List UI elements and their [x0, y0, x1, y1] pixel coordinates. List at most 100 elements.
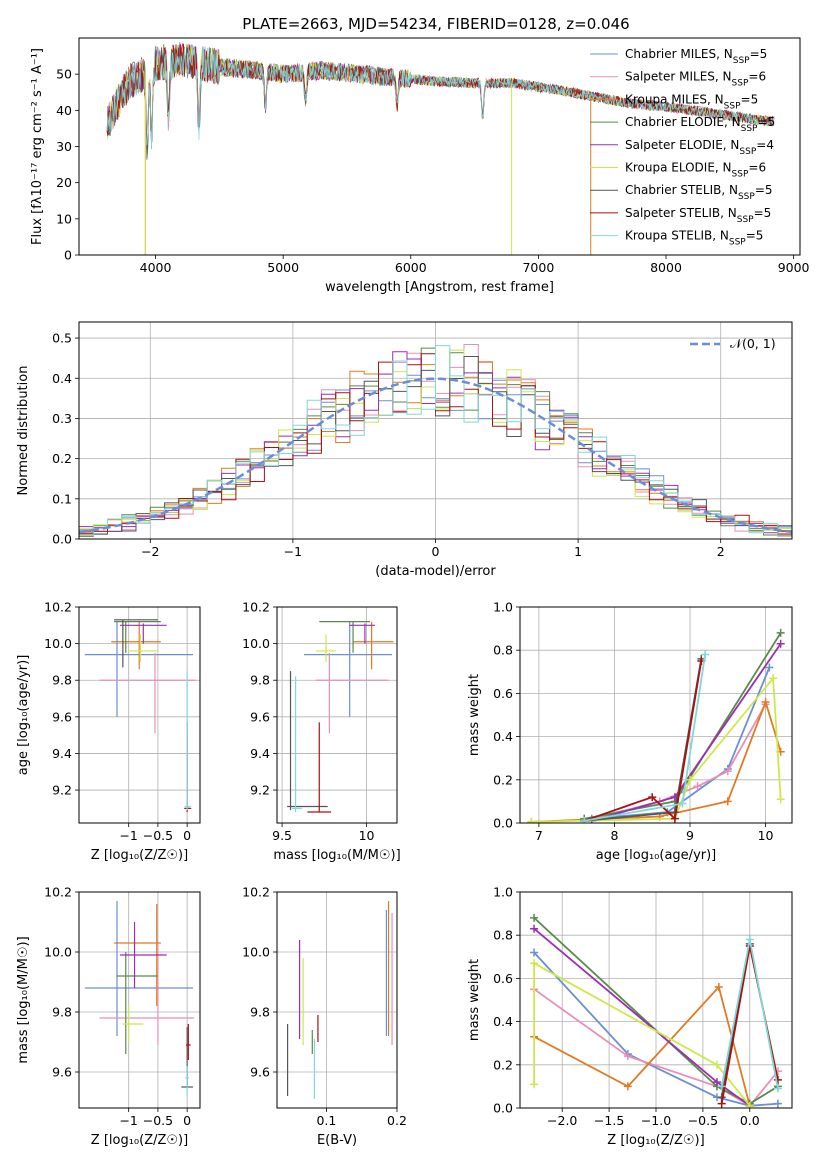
x-axis-label: E(B-V) — [317, 1133, 357, 1148]
x-tick-label: −0.5 — [688, 1113, 718, 1128]
series-line-chabrier_miles — [591, 667, 771, 820]
y-axis-label: mass weight — [467, 959, 482, 1041]
y-tick-label: 0.2 — [52, 451, 72, 466]
series-marker-kroupa_stelib — [745, 935, 754, 944]
y-tick-label: 9.2 — [250, 783, 270, 798]
series-marker-salpeter_miles — [723, 767, 732, 776]
series-marker-salpeter_miles — [693, 782, 702, 791]
y-tick-label: 20 — [56, 175, 72, 190]
y-tick-label: 0.4 — [52, 371, 72, 386]
plot-area-mass-vs-z — [84, 901, 195, 1096]
normal-curve — [79, 377, 792, 534]
x-tick-label: 4000 — [140, 260, 172, 275]
y-tick-label: 10 — [56, 211, 72, 226]
legend-label: Kroupa MILES, NSSP=5 — [625, 92, 758, 111]
series-marker-kroupa_elodie — [527, 817, 536, 823]
legend-label: Salpeter ELODIE, NSSP=4 — [625, 138, 774, 157]
y-tick-label: 0.4 — [493, 729, 513, 744]
x-axis-label: age [log₁₀(age/yr)] — [596, 848, 717, 863]
y-tick-label: 0.0 — [52, 532, 72, 547]
y-tick-label: 9.8 — [250, 1005, 270, 1020]
plot-layer: Chabrier MILES, NSSP=5 Salpeter MILES, NS… — [16, 37, 810, 1148]
series-marker-chabrier_miles — [765, 663, 774, 672]
y-tick-label: 1.0 — [493, 885, 513, 900]
series-marker-kroupa_miles — [714, 983, 723, 992]
legend-label: 𝒩(0, 1) — [730, 336, 776, 351]
y-tick-label: 9.2 — [52, 783, 72, 798]
legend-spectrum: Chabrier MILES, NSSP=5 Salpeter MILES, NS… — [590, 47, 775, 248]
series-marker-salpeter_stelib — [648, 793, 657, 802]
plot-area-mass-vs-ebv — [286, 901, 393, 1099]
x-tick-label: 9000 — [778, 260, 810, 275]
x-tick-label: 0.1 — [316, 1113, 336, 1128]
series-marker-chabrier_elodie — [530, 913, 539, 922]
y-tick-label: 0.6 — [493, 971, 513, 986]
x-axis-label: Z [log₁₀(Z/Z☉)] — [607, 1133, 704, 1148]
axes-frame — [276, 606, 398, 824]
x-axis-label: mass [log₁₀(M/M☉)] — [273, 848, 400, 863]
series-line-kroupa_miles — [533, 985, 751, 1107]
y-tick-label: 10.2 — [242, 600, 270, 615]
y-tick-label: 0.0 — [493, 1101, 513, 1116]
series-marker-salpeter_stelib — [717, 1099, 726, 1108]
x-tick-label: 8 — [610, 828, 618, 843]
x-tick-label: −1.0 — [641, 1113, 671, 1128]
y-tick-label: 9.4 — [250, 746, 270, 761]
y-tick-label: 10.2 — [44, 885, 72, 900]
legend-label: Kroupa ELODIE, NSSP=6 — [625, 161, 766, 180]
series-marker-kroupa_elodie — [530, 1080, 539, 1089]
series-marker-chabrier_miles — [773, 1099, 782, 1108]
series-marker-chabrier_miles — [530, 948, 539, 957]
x-tick-label: 0.2 — [387, 1113, 407, 1128]
plot-area-age-vs-mass — [287, 621, 394, 813]
y-tick-label: 10.0 — [44, 636, 72, 651]
x-tick-label: −2 — [141, 544, 159, 559]
x-axis-label: wavelength [Angstrom, rest frame] — [325, 280, 554, 295]
axes-frame — [276, 891, 398, 1109]
legend-label: Chabrier ELODIE, NSSP=5 — [625, 115, 775, 134]
series-marker-kroupa_elodie — [686, 775, 694, 784]
y-tick-label: 10.0 — [242, 636, 270, 651]
y-tick-label: 10.2 — [44, 600, 72, 615]
series-marker-kroupa_stelib — [717, 1082, 726, 1091]
x-tick-label: 0 — [432, 544, 440, 559]
series-marker-salpeter_stelib — [773, 1075, 782, 1084]
plot-area-massweight-vs-z — [530, 913, 782, 1108]
plot-spectrum: Chabrier MILES, NSSP=5 Salpeter MILES, NS… — [30, 37, 810, 295]
x-axis-label: (data-model)/error — [375, 564, 496, 579]
y-tick-label: 0.5 — [52, 331, 72, 346]
y-tick-label: 0.2 — [493, 772, 513, 787]
series-marker-kroupa_elodie — [745, 1101, 754, 1108]
legend-label: Salpeter STELIB, NSSP=5 — [625, 206, 771, 225]
series-line-salpeter_stelib — [583, 660, 703, 822]
y-tick-label: 0.8 — [493, 643, 513, 658]
legend-label: Chabrier MILES, NSSP=5 — [625, 47, 767, 66]
y-tick-label: 0.2 — [493, 1057, 513, 1072]
legend-histogram: 𝒩(0, 1) — [690, 336, 776, 351]
series-marker-kroupa_miles — [623, 1082, 632, 1091]
axes-frame — [78, 606, 201, 824]
plot-mass-vs-z: −1 −0.5 0 9.6 9.8 10.0 10.2 Z [log₁₀(Z/Z☉)] mass… — [16, 885, 201, 1148]
plot-area-residual-hist — [79, 344, 792, 537]
series-marker-kroupa_elodie — [776, 795, 785, 804]
legend-label: Salpeter MILES, NSSP=6 — [625, 70, 766, 89]
plot-area-age-vs-z — [84, 619, 196, 813]
x-tick-label: 0 — [183, 828, 191, 843]
y-tick-label: 0.4 — [493, 1014, 513, 1029]
series-marker-kroupa_elodie — [712, 1060, 721, 1069]
series-marker-kroupa_stelib — [580, 816, 589, 823]
y-axis-label: age [log₁₀(age/yr)] — [16, 655, 31, 776]
y-tick-label: 0 — [64, 248, 72, 263]
x-tick-label: 7 — [535, 828, 543, 843]
x-tick-label: −1 — [119, 1113, 137, 1128]
spectrum-line-kroupa_stelib — [106, 44, 775, 150]
y-axis-label: mass weight — [467, 674, 482, 756]
series-marker-salpeter_elodie — [712, 1078, 721, 1087]
series-marker-kroupa_stelib — [773, 1084, 782, 1093]
histogram-kroupa_stelib — [79, 345, 792, 537]
series-marker-salpeter_elodie — [776, 639, 785, 648]
plot-residual-hist: 𝒩(0, 1) −2 −1 0 1 2 0.0 0.1 0.2 0.3 0.4 0.5 (data-mo… — [16, 321, 793, 579]
x-tick-label: −1.5 — [594, 1113, 624, 1128]
